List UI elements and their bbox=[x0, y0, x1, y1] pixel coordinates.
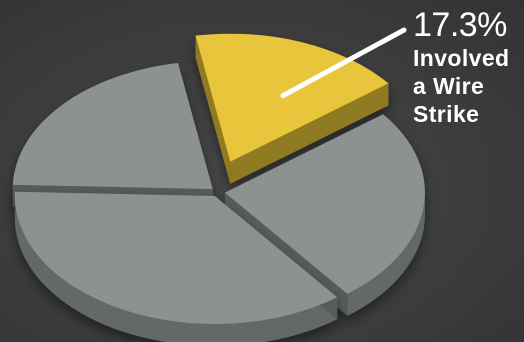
callout-value: 17.3% bbox=[413, 6, 507, 44]
pie-slice-cut bbox=[195, 35, 231, 184]
pie-slice-cut bbox=[230, 83, 389, 184]
pie-slice bbox=[12, 63, 213, 212]
callout-leader-line bbox=[280, 27, 407, 99]
pie-slice bbox=[14, 191, 338, 342]
pie-slice-top bbox=[224, 114, 425, 294]
callout: 17.3% Involved a Wire Strike bbox=[413, 6, 521, 128]
pie-slice-top bbox=[14, 191, 338, 324]
pie-slice-top bbox=[12, 63, 213, 190]
callout-label: Involved a Wire Strike bbox=[413, 45, 510, 127]
pie-slice-side bbox=[14, 195, 338, 342]
pie-slice-side bbox=[347, 192, 425, 316]
